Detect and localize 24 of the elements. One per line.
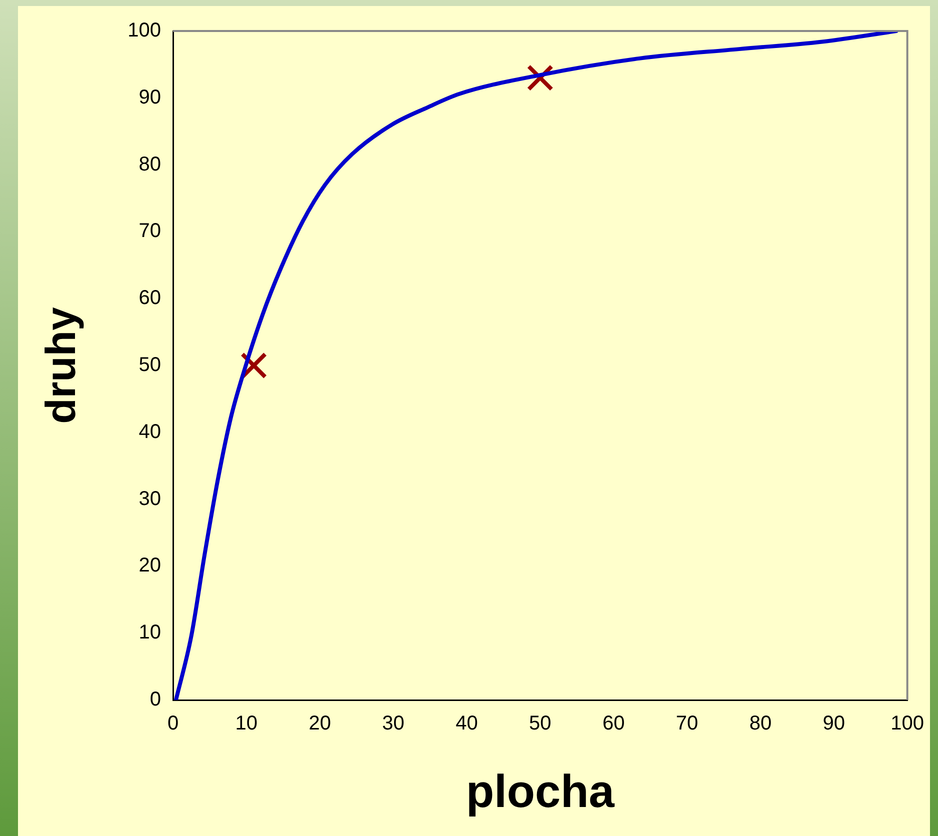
x-tick-label: 60 (602, 712, 625, 735)
y-tick-label: 0 (150, 688, 161, 711)
y-tick-label: 60 (138, 287, 161, 310)
y-tick-label: 90 (138, 86, 161, 108)
y-tick-label: 20 (138, 554, 161, 577)
x-tick-label: 80 (749, 712, 772, 735)
x-axis-title: plocha (466, 765, 615, 818)
x-tick-label: 40 (456, 712, 478, 735)
y-axis-title: druhy (36, 306, 84, 424)
y-tick-label: 70 (138, 220, 161, 242)
x-tick-label: 30 (382, 712, 404, 735)
x-tick-label: 20 (308, 712, 331, 735)
x-tick-label: 10 (235, 712, 258, 735)
y-tick-label: 30 (138, 488, 161, 510)
y-tick-label: 40 (138, 420, 161, 443)
y-tick-label: 50 (138, 354, 161, 376)
x-tick-label: 70 (676, 712, 698, 735)
x-tick-label: 0 (167, 712, 179, 735)
x-tick-label: 50 (529, 712, 552, 735)
y-tick-label: 10 (138, 622, 161, 644)
y-tick-label: 100 (128, 20, 161, 42)
x-tick-label: 90 (822, 712, 846, 735)
x-tick-label: 100 (890, 712, 924, 735)
y-tick-label: 80 (138, 153, 161, 176)
